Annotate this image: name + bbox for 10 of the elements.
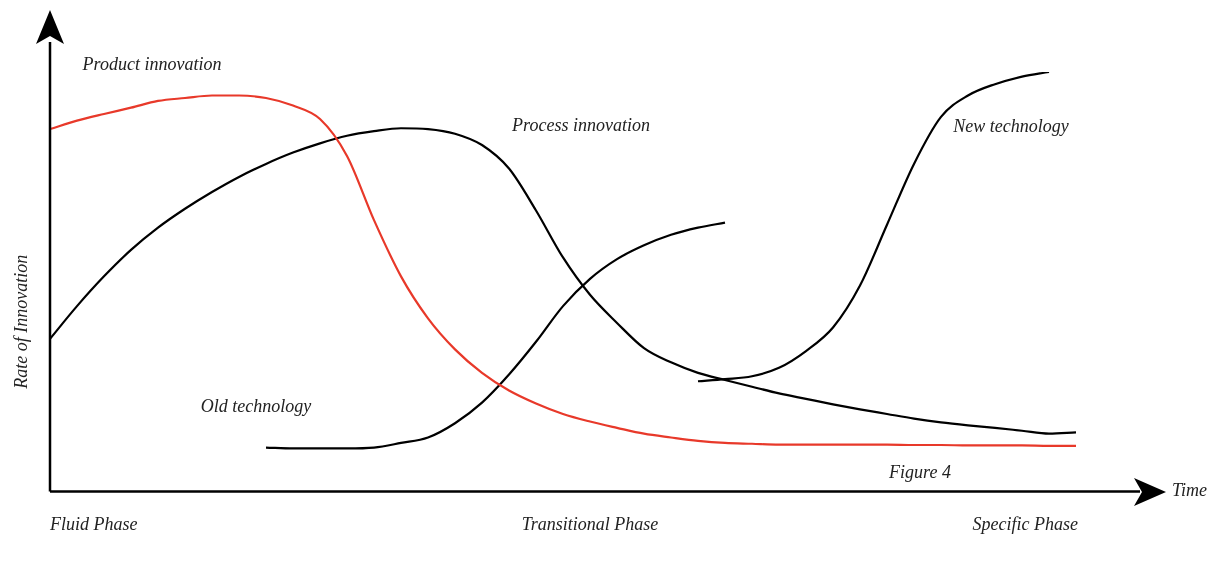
series-label: Product innovation <box>81 54 222 75</box>
series-label: New technology <box>952 115 1069 136</box>
y-axis-title: Rate of Innovation <box>10 254 31 390</box>
text: Specific Phase <box>972 514 1078 535</box>
annotation: Figure 4 <box>888 462 951 483</box>
x-axis-title: Time <box>1172 480 1208 501</box>
series-label: Old technology <box>200 396 312 417</box>
text: Transitional Phase <box>521 514 659 535</box>
series-label: Process innovation <box>511 114 650 135</box>
text: Fluid Phase <box>49 514 138 535</box>
